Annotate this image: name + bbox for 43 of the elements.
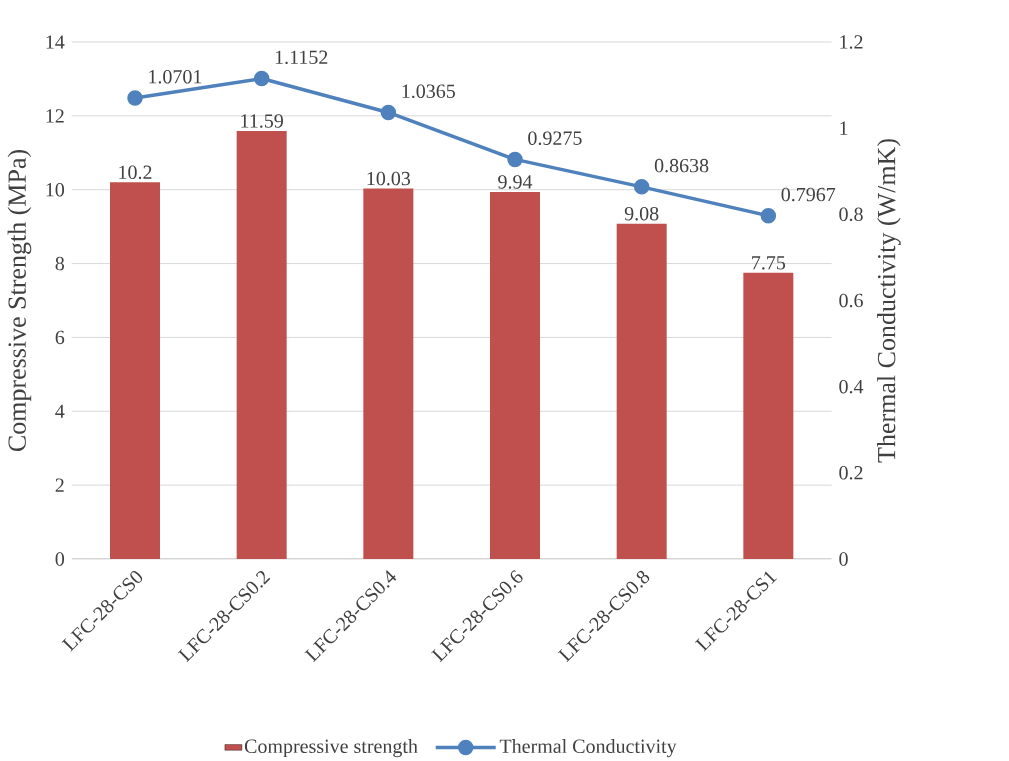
- data-label: 10.2: [119, 165, 152, 180]
- bar: [110, 182, 160, 559]
- y-tick-label: 8: [55, 256, 65, 271]
- legend-label: Compressive strength: [244, 738, 418, 758]
- data-label: 1.0701: [149, 69, 202, 84]
- data-label: 1.0365: [402, 84, 455, 99]
- y-axis-title: Compressive Strength (MPa): [7, 150, 32, 452]
- point: [633, 179, 650, 195]
- data-label: 1.1152: [275, 50, 328, 65]
- data-label: 9.94: [498, 175, 533, 189]
- data-label: 0.8638: [654, 158, 709, 173]
- y2-tick-label: 0: [839, 552, 848, 566]
- point: [507, 151, 523, 168]
- y-tick-label: 10: [46, 182, 65, 197]
- y-tick-label: 4: [55, 404, 65, 418]
- y-tick-label: 14: [46, 35, 65, 49]
- y2-tick-label: 0.8: [839, 207, 863, 222]
- y2-tick-label: 0.6: [839, 293, 863, 308]
- y-tick-label: 6: [55, 330, 65, 345]
- bar: [236, 130, 287, 559]
- legend-label: Thermal Conductivity: [499, 738, 677, 758]
- bar: [616, 223, 667, 559]
- data-label: 0.7967: [781, 187, 836, 202]
- y2-tick-label: 1: [840, 121, 848, 135]
- data-label: 11.59: [241, 114, 283, 128]
- data-label: 9.08: [624, 206, 659, 221]
- data-label: 10.03: [367, 171, 411, 186]
- y2-tick-label: 0.4: [839, 379, 864, 394]
- point: [380, 104, 397, 121]
- y2-tick-label: 0.2: [839, 466, 863, 480]
- point: [760, 208, 777, 224]
- y2-tick-label: 1.2: [840, 35, 863, 49]
- y-tick-label: 2: [55, 478, 64, 492]
- y-tick-label: 12: [46, 109, 64, 123]
- bar: [743, 272, 794, 559]
- y2-axis-title: Thermal Conductivity (W/mK): [877, 139, 901, 463]
- bar: [490, 191, 540, 559]
- data-label: 0.9275: [528, 131, 582, 145]
- point: [253, 70, 270, 87]
- y-tick-label: 0: [55, 552, 65, 566]
- point: [127, 90, 143, 106]
- data-label: 7.75: [752, 256, 786, 270]
- bar: [363, 188, 414, 559]
